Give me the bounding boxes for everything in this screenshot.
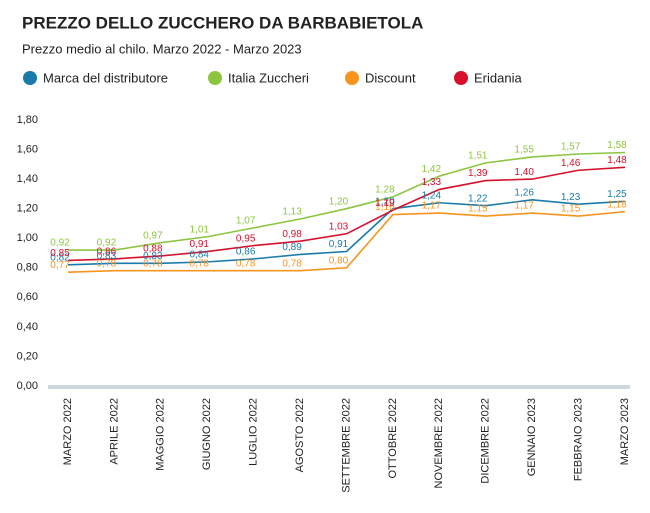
x-tick-label: NOVEMBRE 2022	[433, 398, 445, 488]
data-label: 1,46	[561, 158, 581, 169]
y-tick-label: 0,80	[17, 262, 38, 274]
series-line	[67, 210, 626, 274]
y-tick-label: 1,60	[17, 143, 38, 155]
data-label: 1,20	[329, 196, 349, 207]
y-tick-label: 1,80	[17, 114, 38, 126]
legend-label: Italia Zuccheri	[228, 70, 309, 85]
data-label: 1,20	[375, 196, 395, 207]
data-label: 1,03	[329, 221, 349, 232]
data-label: 0,86	[97, 247, 117, 258]
data-label: 0,92	[50, 238, 70, 249]
x-tick-label: GIUGNO 2022	[201, 398, 213, 470]
data-label: 0,78	[143, 258, 163, 269]
data-label: 1,19	[375, 198, 395, 209]
data-label: 0,78	[97, 258, 117, 269]
x-tick-label: OTTOBRE 2022	[387, 398, 399, 479]
data-label: 1,16	[375, 202, 395, 213]
data-label: 1,07	[236, 216, 256, 227]
data-label: 1,17	[514, 201, 534, 212]
data-label: 0,95	[236, 233, 256, 244]
data-label: 0,78	[190, 258, 210, 269]
data-label: 0,92	[97, 238, 117, 249]
legend-label: Eridania	[474, 70, 522, 85]
data-label: 1,13	[282, 207, 302, 218]
y-tick-label: 0,60	[17, 291, 38, 303]
data-label: 0,91	[190, 239, 210, 250]
x-tick-label: FEBBRAIO 2023	[572, 398, 584, 481]
data-label: 0,91	[329, 239, 349, 250]
data-label: 0,86	[236, 247, 256, 258]
data-label: 1,15	[561, 204, 581, 215]
x-tick-label: AGOSTO 2022	[294, 398, 306, 472]
data-label: 1,51	[468, 150, 488, 161]
series-line	[67, 166, 626, 262]
data-label: 1,18	[607, 199, 627, 210]
data-label: 1,42	[422, 164, 442, 175]
data-label: 0,89	[282, 242, 302, 253]
data-label: 1,39	[468, 168, 488, 179]
x-tick-label: LUGLIO 2022	[248, 398, 260, 466]
x-tick-label: SETTEMBRE 2022	[340, 398, 352, 493]
y-tick-label: 1,20	[17, 203, 38, 215]
legend-marker	[454, 71, 468, 85]
data-label: 1,17	[422, 201, 442, 212]
data-label: 1,40	[514, 167, 534, 178]
chart-subtitle: Prezzo medio al chilo. Marzo 2022 - Marz…	[22, 41, 302, 56]
data-label: 1,23	[561, 192, 581, 203]
data-label: 1,22	[468, 193, 488, 204]
data-label: 0,97	[143, 230, 163, 241]
data-label: 0,88	[143, 244, 163, 255]
chart-title: PREZZO DELLO ZUCCHERO DA BARBABIETOLA	[22, 13, 423, 32]
data-label: 1,15	[468, 204, 488, 215]
legend-marker	[23, 71, 37, 85]
x-tick-label: APRILE 2022	[108, 398, 120, 465]
legend-label: Discount	[365, 70, 416, 85]
data-label: 1,55	[514, 145, 534, 156]
data-label: 0,83	[143, 251, 163, 262]
data-label: 1,28	[375, 184, 395, 195]
data-label: 1,24	[422, 190, 442, 201]
x-tick-label: MARZO 2022	[62, 398, 74, 465]
y-tick-label: 1,40	[17, 173, 38, 185]
data-label: 1,25	[607, 189, 627, 200]
y-tick-label: 0,40	[17, 321, 38, 333]
legend-marker	[345, 71, 359, 85]
data-label: 0,83	[97, 251, 117, 262]
y-tick-label: 0,00	[17, 380, 38, 392]
data-label: 0,77	[50, 260, 70, 271]
x-tick-label: MAGGIO 2022	[155, 398, 167, 471]
legend-label: Marca del distributore	[43, 70, 168, 85]
series-line	[67, 198, 626, 266]
data-label: 1,57	[561, 142, 581, 153]
series-line	[68, 151, 626, 251]
data-label: 0,78	[236, 258, 256, 269]
data-label: 1,33	[422, 177, 442, 188]
data-label: 1,26	[514, 187, 534, 198]
legend-marker	[208, 71, 222, 85]
x-tick-label: DICEMBRE 2022	[480, 398, 492, 484]
data-label: 0,98	[282, 229, 302, 240]
data-label: 1,58	[607, 140, 627, 151]
data-label: 0,84	[190, 250, 210, 261]
data-label: 0,80	[329, 255, 349, 266]
x-tick-label: MARZO 2023	[619, 398, 631, 465]
data-label: 0,85	[50, 248, 70, 259]
y-tick-label: 1,00	[17, 232, 38, 244]
x-tick-label: GENNAIO 2023	[526, 398, 538, 476]
data-label: 0,78	[282, 258, 302, 269]
data-label: 1,48	[607, 155, 627, 166]
data-label: 0,82	[50, 252, 70, 263]
y-tick-label: 0,20	[17, 350, 38, 362]
data-label: 1,01	[190, 224, 210, 235]
